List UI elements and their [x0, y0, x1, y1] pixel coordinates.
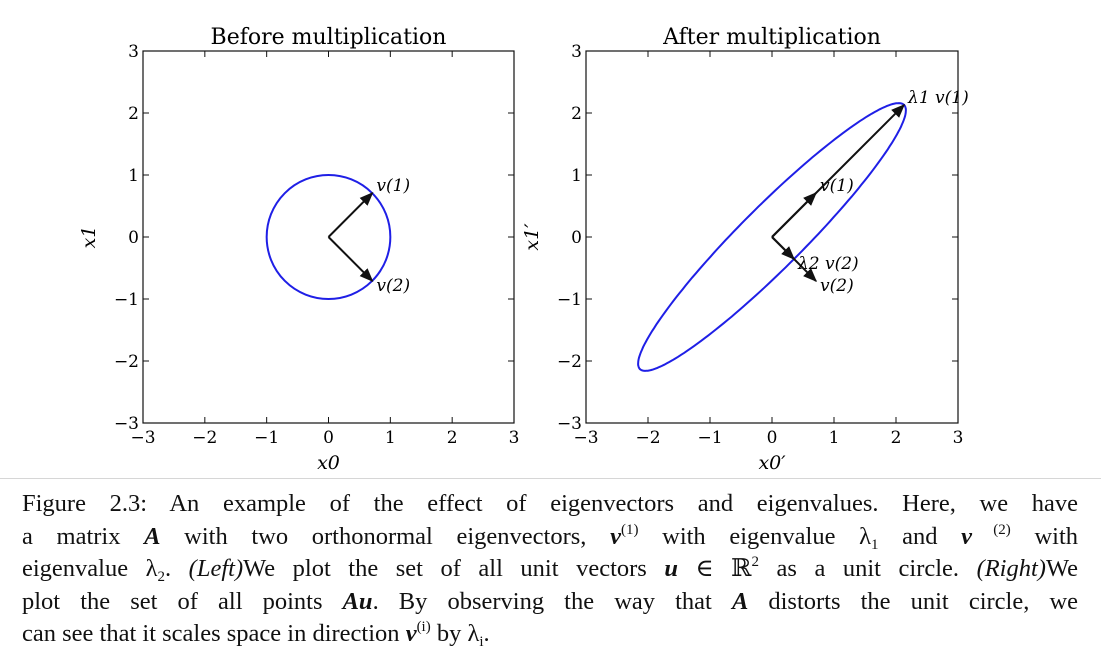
figure-divider: [0, 478, 1101, 479]
eigenvector-arrow: [771, 236, 795, 260]
vector-label: v(2): [820, 276, 854, 296]
caption-math-bold: A: [731, 587, 749, 615]
y-axis-label: x1: [78, 226, 100, 249]
y-tick-label: −3: [114, 414, 139, 434]
vector-label: v(1): [820, 176, 854, 196]
caption-text: ∈ ℝ: [677, 555, 752, 583]
caption-text: a matrix: [22, 522, 145, 550]
caption-text: Figure 2.3: An example of the effect of …: [22, 490, 1078, 517]
caption-math-bold: A: [144, 522, 161, 550]
y-tick-label: 1: [571, 166, 582, 186]
x-tick-label: 3: [509, 428, 520, 448]
caption-subscript: 2: [157, 569, 166, 586]
x-tick-label: −1: [697, 428, 722, 448]
y-tick-label: 3: [571, 42, 582, 62]
x-tick-label: 2: [447, 428, 458, 448]
x-tick-label: 0: [767, 428, 778, 448]
caption-math-bold: Au: [342, 587, 373, 615]
vector-label: λ2 v(2): [797, 254, 859, 274]
caption-subscript: i: [479, 634, 484, 651]
caption-text: as a unit circle.: [759, 555, 977, 583]
x-tick-label: −3: [130, 428, 155, 448]
x-tick-label: −1: [254, 428, 279, 448]
caption-text: plot the set of all points: [22, 587, 343, 615]
caption-superscript: (i): [416, 619, 431, 636]
y-tick-label: −2: [114, 352, 139, 372]
vector-label: v(1): [376, 176, 410, 196]
caption-text: with two orthonormal eigenvectors,: [160, 522, 611, 550]
x-tick-label: 2: [891, 428, 902, 448]
caption-math-bold: u: [664, 555, 678, 583]
eigenvector-arrow: [327, 191, 374, 238]
figure-caption: Figure 2.3: An example of the effect of …: [22, 488, 1078, 651]
y-axis-label: x1′: [521, 223, 543, 251]
y-tick-label: −1: [557, 290, 582, 310]
y-tick-label: 3: [128, 42, 139, 62]
caption-line: plot the set of all points Au. By observ…: [22, 586, 1078, 619]
caption-subscript: 1: [870, 536, 879, 553]
y-tick-label: 2: [571, 104, 582, 124]
eigenvector-arrow: [771, 103, 906, 238]
caption-line: a matrix A with two orthonormal eigenvec…: [22, 521, 1078, 554]
y-axis-label-group: x1′: [521, 223, 543, 251]
caption-line: eigenvalue λ2. (Left)We plot the set of …: [22, 553, 1078, 586]
caption-text: with: [1010, 522, 1079, 550]
chart-title: After multiplication: [662, 25, 881, 50]
caption-math-bold: v: [961, 522, 973, 550]
caption-superscript: (1): [620, 521, 639, 538]
x-axis-label: x0: [317, 452, 340, 474]
y-tick-label: −2: [557, 352, 582, 372]
y-tick-label: 0: [128, 228, 139, 248]
vector-label: v(2): [376, 276, 410, 296]
caption-text: with eigenvalue λ: [638, 522, 871, 550]
x-tick-label: 3: [953, 428, 964, 448]
x-tick-label: −2: [635, 428, 660, 448]
caption-text: We: [1045, 555, 1079, 583]
caption-superscript: 2: [751, 554, 760, 571]
caption-text: distorts the unit circle, we: [748, 587, 1079, 615]
caption-text: . By observing the way that: [372, 587, 732, 615]
panel-left: −3 3 −2 2 −1 1 0 0 1 −1 2 −2 3 −3 Before multiplicatio…: [78, 25, 519, 474]
caption-line: can see that it scales space in directio…: [22, 618, 1078, 651]
transformed-ellipse: [637, 102, 907, 372]
caption-superscript: (2): [972, 521, 1011, 538]
vector-label: λ1 v(1): [907, 88, 969, 108]
caption-text: .: [483, 620, 490, 648]
panel-right: −3 3 −2 2 −1 1 0 0 1 −1 2 −2 3 −3 After multiplication…: [521, 25, 969, 474]
caption-math-bold: v: [405, 620, 417, 648]
x-tick-label: −3: [573, 428, 598, 448]
caption-text: by λ: [430, 620, 480, 648]
caption-line: Figure 2.3: An example of the effect of …: [22, 488, 1078, 521]
y-tick-label: −1: [114, 290, 139, 310]
caption-text: eigenvalue λ: [22, 555, 158, 583]
y-tick-label: 2: [128, 104, 139, 124]
x-tick-label: −2: [192, 428, 217, 448]
x-tick-label: 1: [385, 428, 396, 448]
caption-text: and: [878, 522, 962, 550]
y-axis-label-group: x1: [78, 226, 100, 249]
figure-panels: −3 3 −2 2 −1 1 0 0 1 −1 2 −2 3 −3 Before multiplicatio…: [78, 25, 969, 474]
caption-text: .: [165, 555, 189, 583]
y-tick-label: −3: [557, 414, 582, 434]
eigenvector-arrow: [327, 236, 374, 283]
y-tick-label: 0: [571, 228, 582, 248]
caption-italic: (Right): [976, 555, 1046, 583]
x-axis-label: x0′: [758, 452, 786, 474]
x-tick-label: 1: [829, 428, 840, 448]
chart-title: Before multiplication: [211, 25, 447, 50]
caption-text: can see that it scales space in directio…: [22, 620, 406, 648]
caption-math-bold: v: [610, 522, 621, 550]
caption-text: We plot the set of all unit vectors: [243, 555, 665, 583]
unit-circle: [265, 174, 392, 300]
y-tick-label: 1: [128, 166, 139, 186]
x-tick-label: 0: [323, 428, 334, 448]
caption-italic: (Left): [188, 555, 244, 583]
